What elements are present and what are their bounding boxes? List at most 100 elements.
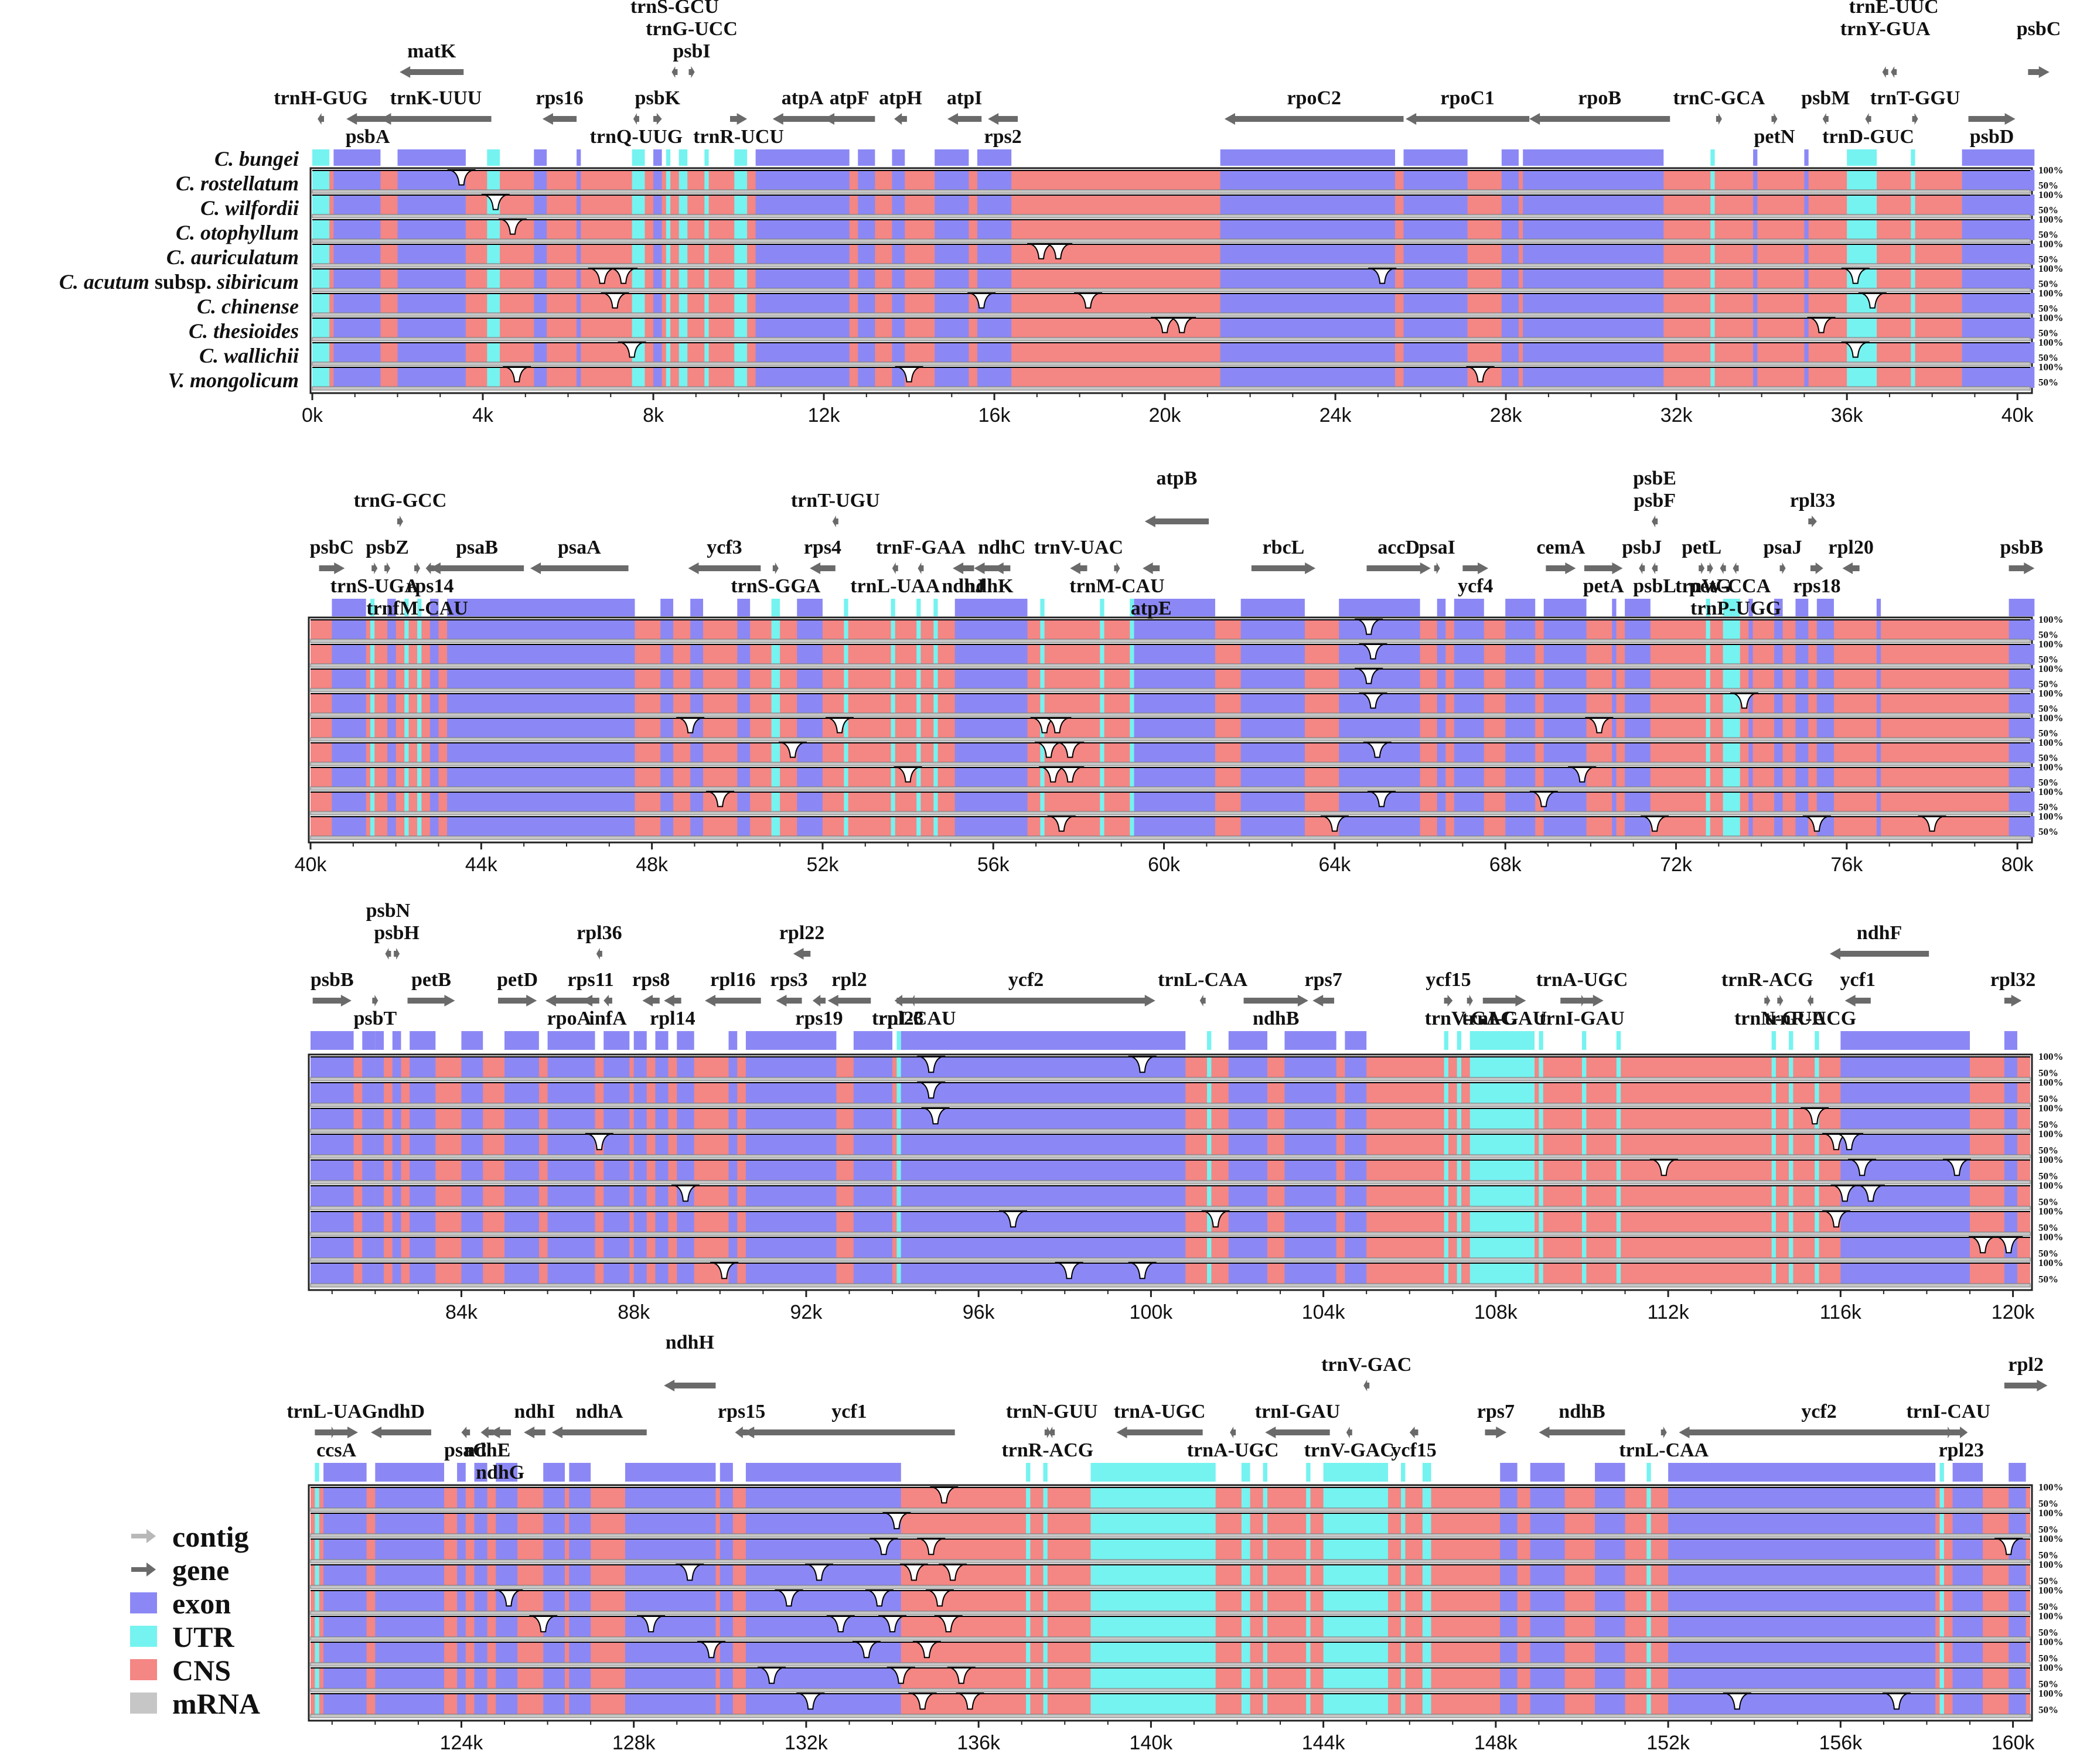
gene-label-infa: infA — [589, 1008, 627, 1029]
exon-band — [655, 1185, 669, 1207]
gene-label-rps7: rps7 — [1477, 1401, 1515, 1422]
percent-label-100: 100% — [2038, 1533, 2064, 1544]
gene-label-ndhj: ndhJ — [942, 575, 986, 597]
utr-band — [1444, 1108, 1448, 1130]
baseline-bar — [310, 1688, 2031, 1693]
gene-arrow-trng-gcc — [397, 516, 403, 527]
exon-band — [858, 268, 875, 289]
legend-label-mrna: mRNA — [172, 1687, 260, 1720]
exon-band — [534, 195, 547, 216]
exon-band — [603, 1237, 630, 1259]
exon-block — [1500, 1463, 1518, 1482]
exon-band — [603, 1134, 630, 1156]
utr-band — [916, 668, 921, 690]
gene-label-rps11: rps11 — [567, 969, 614, 991]
exon-band — [660, 644, 674, 665]
utr-band — [891, 718, 895, 739]
gene-arrow-rps7 — [1312, 995, 1335, 1006]
exon-band — [1339, 767, 1420, 788]
utr-band — [844, 644, 848, 665]
exon-band — [1523, 367, 1664, 388]
exon-band — [660, 767, 674, 788]
utr-band — [678, 195, 688, 216]
gene-label-ycf4: ycf4 — [1458, 575, 1494, 597]
utr-band — [1043, 1616, 1048, 1638]
gene-label-psbn: psbN — [366, 900, 411, 922]
exon-band — [504, 1134, 539, 1156]
exon-band — [333, 342, 381, 363]
utr-band — [1100, 791, 1104, 813]
utr-block — [896, 1031, 901, 1050]
percent-label-100: 100% — [2038, 238, 2064, 250]
exon-band — [1345, 1211, 1367, 1233]
percent-label-100: 100% — [2038, 189, 2064, 200]
exon-band — [547, 1108, 595, 1130]
utr-band — [1130, 767, 1134, 788]
utr-band — [891, 619, 895, 640]
exon-band — [1523, 318, 1664, 339]
alignment-row-5: 100%50% — [310, 1585, 2064, 1615]
utr-band — [1306, 1616, 1311, 1638]
exon-band — [2009, 1616, 2026, 1638]
utr-band — [891, 668, 895, 690]
gene-label-accd: accD — [1377, 537, 1420, 558]
utr-band — [1026, 1513, 1031, 1535]
exon-band — [1612, 668, 1617, 690]
exon-block — [1339, 599, 1420, 616]
exon-band — [1284, 1082, 1336, 1104]
percent-label-100: 100% — [2038, 312, 2064, 323]
x-tick-label: 120k — [1992, 1301, 2035, 1323]
exon-band — [935, 219, 969, 240]
exon-band — [977, 219, 1012, 240]
gene-arrow-ccsa — [315, 1427, 358, 1438]
x-axis: 84k 88k 92k 96k 100k 104k 108k 112k 116k 120k — [309, 1289, 2035, 1323]
utr-band — [734, 318, 748, 339]
utr-band — [370, 767, 375, 788]
exon-band — [1134, 767, 1215, 788]
baseline-bar — [312, 214, 2031, 219]
exon-band — [653, 293, 662, 314]
exon-band — [1501, 268, 1519, 289]
utr-block — [891, 599, 895, 616]
utr-band — [1040, 816, 1045, 837]
exon-band — [577, 170, 581, 191]
utr-band — [1771, 1134, 1777, 1156]
exon-band — [447, 718, 635, 739]
gene-arrow-psbc — [2028, 66, 2050, 78]
utr-band — [678, 268, 688, 289]
utr-band — [1100, 767, 1104, 788]
exon-band — [2004, 1134, 2017, 1156]
utr-band — [1723, 619, 1740, 640]
exon-band — [397, 318, 466, 339]
exon-band — [1437, 693, 1446, 714]
baseline-bar — [310, 1180, 2031, 1185]
gene-arrow-rps16 — [542, 113, 577, 125]
exon-band — [1501, 219, 1519, 240]
gene-label-ndhf: ndhF — [1856, 922, 1902, 944]
gene-arrow-ndhe — [480, 1427, 494, 1438]
percent-label-50: 50% — [2038, 1498, 2058, 1509]
legend-swatch-contig — [130, 1526, 157, 1547]
utr-band — [1306, 1642, 1311, 1664]
percent-label-50: 50% — [2038, 1119, 2058, 1130]
utr-band — [1539, 1082, 1543, 1104]
baseline-bar — [312, 288, 2031, 292]
exon-band — [737, 742, 751, 763]
exon-band — [1500, 1564, 1518, 1586]
utr-band — [1616, 1237, 1621, 1259]
exon-band — [429, 791, 439, 813]
utr-band — [1026, 1667, 1031, 1690]
utr-band — [678, 318, 688, 339]
gene-arrow-rps7 — [1485, 1427, 1507, 1438]
exon-band — [410, 1108, 436, 1130]
exon-band — [1748, 718, 1753, 739]
exon-band — [892, 318, 905, 339]
alignment-row-2: 100%50% — [310, 1507, 2064, 1538]
utr-band — [1457, 1263, 1462, 1285]
x-tick-label: 108k — [1474, 1301, 1518, 1323]
exon-band — [534, 367, 547, 388]
exon-band — [1804, 195, 1809, 216]
exon-band — [1876, 718, 1881, 739]
utr-band — [1789, 1237, 1793, 1259]
exon-band — [1454, 767, 1484, 788]
